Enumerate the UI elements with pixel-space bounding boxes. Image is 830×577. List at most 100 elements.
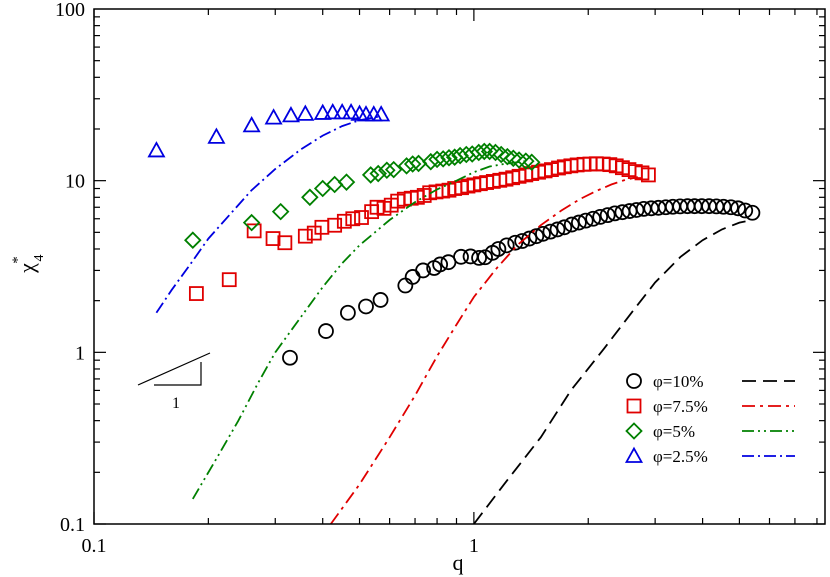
data-point bbox=[507, 234, 524, 251]
data-point bbox=[498, 237, 515, 254]
data-point bbox=[207, 127, 226, 144]
data-point bbox=[571, 214, 587, 231]
legend-item: φ=5% bbox=[625, 422, 795, 441]
data-point bbox=[313, 103, 332, 120]
data-point bbox=[528, 228, 545, 245]
series-4 bbox=[147, 103, 391, 314]
data-point bbox=[340, 304, 356, 321]
data-point bbox=[498, 147, 517, 166]
axis-ticks: 0.1 1 0.1 1 10 100 bbox=[55, 0, 825, 557]
slope-triangle-shape bbox=[137, 352, 211, 386]
data-point bbox=[730, 200, 746, 217]
series-3 bbox=[184, 142, 541, 500]
data-point bbox=[517, 152, 535, 170]
legend-item: φ=2.5% bbox=[624, 446, 795, 466]
data-point bbox=[416, 188, 432, 203]
data-point bbox=[432, 256, 449, 273]
data-point bbox=[188, 286, 204, 301]
x-tick-label: 0.1 bbox=[82, 535, 107, 557]
theory-line bbox=[330, 176, 639, 525]
data-point bbox=[384, 160, 403, 179]
data-point bbox=[264, 108, 283, 125]
data-point bbox=[475, 142, 494, 161]
data-point bbox=[510, 151, 528, 169]
legend-label: φ=10% bbox=[653, 372, 704, 391]
y-axis-label-main: χ bbox=[14, 263, 39, 274]
theory-line bbox=[473, 219, 753, 525]
data-point bbox=[640, 167, 656, 183]
data-point bbox=[606, 205, 623, 222]
data-point bbox=[297, 228, 313, 244]
data-point bbox=[577, 212, 594, 229]
data-point bbox=[490, 241, 507, 257]
data-point bbox=[514, 233, 531, 249]
y-axis-label-sup: * bbox=[10, 256, 26, 264]
data-point bbox=[504, 149, 523, 168]
data-point bbox=[521, 230, 538, 247]
legend-item: φ=7.5% bbox=[626, 397, 795, 416]
data-point bbox=[265, 231, 281, 246]
y-tick-label: 0.1 bbox=[60, 514, 85, 536]
theory-line bbox=[155, 115, 379, 314]
data-point bbox=[744, 204, 761, 221]
legend-marker bbox=[624, 446, 644, 463]
data-point bbox=[221, 272, 237, 288]
data-point bbox=[480, 142, 499, 161]
data-point bbox=[378, 161, 396, 180]
data-point bbox=[242, 213, 261, 232]
data-point bbox=[337, 173, 356, 191]
data-point bbox=[585, 210, 602, 227]
data-point bbox=[723, 199, 739, 216]
y-axis-label: χ 4 * bbox=[10, 255, 47, 274]
data-point bbox=[403, 155, 422, 173]
legend-label: φ=2.5% bbox=[653, 447, 708, 466]
legend-marker bbox=[626, 398, 642, 414]
data-point bbox=[599, 207, 616, 224]
data-point bbox=[592, 209, 609, 225]
legend-item: φ=10% bbox=[626, 372, 795, 391]
data-point bbox=[296, 104, 315, 121]
data-point bbox=[333, 103, 352, 120]
data-point bbox=[477, 249, 493, 266]
data-point bbox=[327, 217, 343, 233]
data-point bbox=[453, 248, 469, 265]
data-point bbox=[323, 103, 342, 120]
y-tick-label: 10 bbox=[65, 171, 85, 193]
data-point bbox=[549, 221, 566, 238]
data-point bbox=[271, 202, 290, 221]
data-point bbox=[281, 106, 301, 123]
data-point bbox=[336, 213, 352, 229]
x-axis-label: q bbox=[453, 550, 464, 575]
data-point bbox=[535, 225, 551, 242]
data-point bbox=[184, 231, 202, 249]
legend-marker bbox=[625, 422, 643, 440]
data-point bbox=[345, 211, 361, 227]
data-point bbox=[522, 153, 541, 172]
data-point bbox=[372, 292, 389, 308]
data-point bbox=[301, 188, 319, 207]
data-point bbox=[563, 216, 580, 233]
data-point bbox=[342, 103, 361, 120]
data-point bbox=[361, 166, 380, 184]
legend-label: φ=5% bbox=[653, 422, 695, 441]
data-point bbox=[282, 349, 298, 366]
legend-marker bbox=[626, 373, 642, 389]
slope-triangle-label: 1 bbox=[172, 395, 180, 412]
y-axis-label-sub: 4 bbox=[32, 255, 47, 262]
data-point bbox=[318, 323, 334, 339]
data-point bbox=[492, 145, 510, 164]
data-point bbox=[147, 141, 166, 158]
data-point bbox=[358, 298, 374, 315]
data-point bbox=[277, 235, 293, 251]
data-point bbox=[556, 219, 573, 236]
series-1 bbox=[282, 198, 761, 525]
data-point bbox=[486, 143, 505, 162]
x-tick-label: 1 bbox=[469, 535, 479, 557]
data-point bbox=[737, 202, 754, 219]
data-point bbox=[369, 164, 387, 183]
slope-triangle: 1 bbox=[137, 352, 211, 412]
y-tick-label: 1 bbox=[75, 342, 85, 364]
plot-frame bbox=[93, 8, 826, 525]
